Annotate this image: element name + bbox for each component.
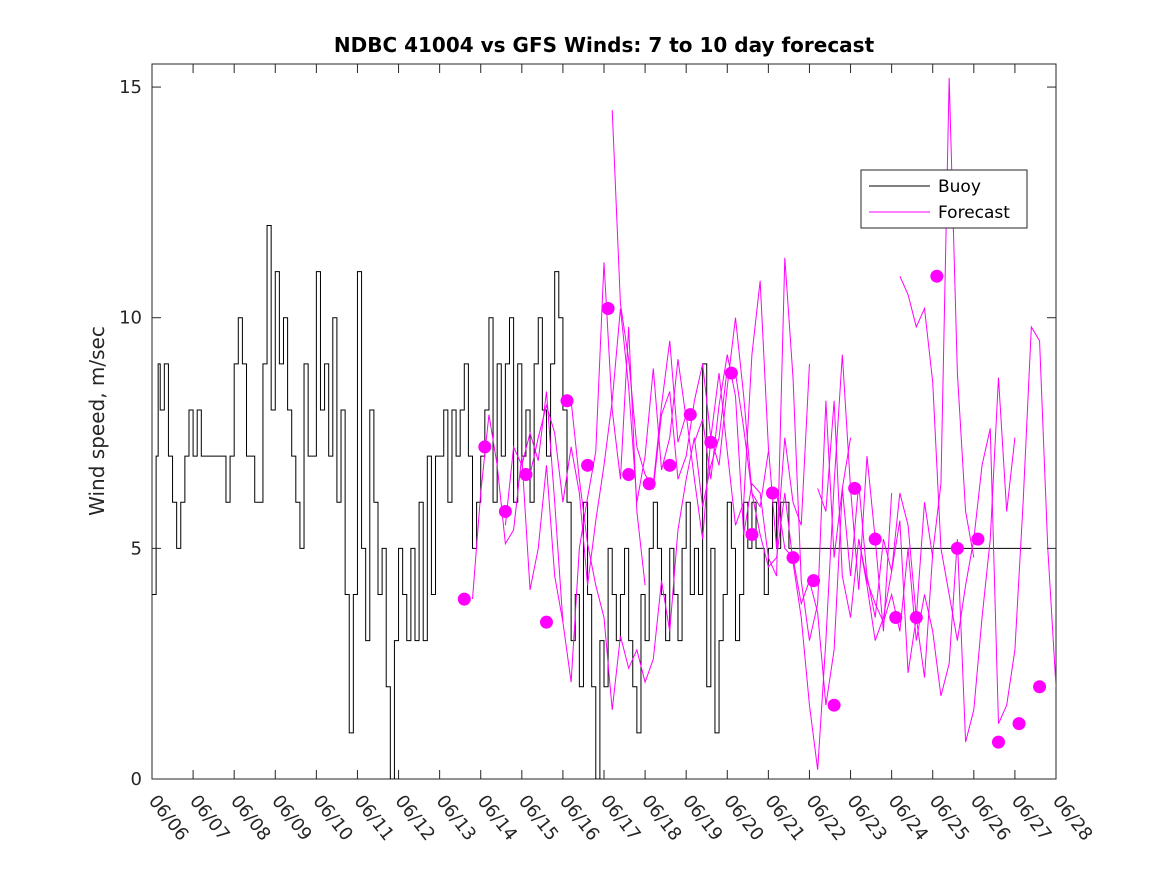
x-tick-label: 06/23 bbox=[843, 791, 891, 845]
forecast-marker bbox=[457, 592, 471, 606]
legend-box bbox=[860, 169, 1028, 229]
x-tick-label: 06/12 bbox=[391, 791, 439, 845]
x-tick-label: 06/16 bbox=[555, 791, 603, 845]
legend: Buoy Forecast bbox=[860, 169, 1028, 229]
forecast-marker bbox=[868, 532, 882, 546]
forecast-marker bbox=[745, 528, 759, 542]
x-tick-label: 06/17 bbox=[596, 791, 644, 845]
forecast-marker bbox=[1033, 680, 1047, 694]
x-tick-label: 06/19 bbox=[678, 791, 726, 845]
y-axis: 0 5 10 15 bbox=[119, 77, 1056, 790]
forecast-marker bbox=[827, 698, 841, 712]
x-tick-label: 06/08 bbox=[226, 791, 274, 845]
forecast-marker bbox=[848, 481, 862, 495]
legend-forecast-label: Forecast bbox=[938, 203, 1010, 223]
forecast-marker bbox=[950, 541, 964, 555]
forecast-line bbox=[570, 368, 728, 710]
forecast-line bbox=[504, 262, 646, 683]
forecast-line bbox=[817, 77, 975, 678]
forecast-marker bbox=[765, 486, 779, 500]
forecast-line bbox=[529, 308, 687, 586]
x-tick-label: 06/09 bbox=[267, 791, 315, 845]
forecast-marker bbox=[560, 394, 574, 408]
y-tick-label: 5 bbox=[131, 538, 142, 559]
forecast-line bbox=[472, 414, 564, 623]
x-tick-label: 06/07 bbox=[185, 791, 233, 845]
x-tick-label: 06/27 bbox=[1007, 791, 1055, 845]
legend-buoy-label: Buoy bbox=[938, 177, 981, 197]
forecast-marker bbox=[704, 435, 718, 449]
forecast-marker bbox=[581, 458, 595, 472]
forecast-line bbox=[776, 483, 934, 706]
x-tick-label: 06/18 bbox=[637, 791, 685, 845]
forecast-marker bbox=[498, 504, 512, 518]
forecast-marker bbox=[807, 574, 821, 588]
forecast-marker bbox=[683, 408, 697, 422]
x-tick-label: 06/06 bbox=[144, 791, 192, 845]
forecast-marker bbox=[786, 551, 800, 565]
y-tick-label: 10 bbox=[119, 308, 142, 329]
forecast-line bbox=[734, 354, 893, 770]
buoy-line bbox=[152, 224, 1032, 779]
forecast-marker bbox=[622, 468, 636, 482]
forecast-marker bbox=[889, 611, 903, 625]
forecast-marker bbox=[971, 532, 985, 546]
forecast-marker bbox=[478, 440, 492, 454]
forecast-marker bbox=[642, 477, 656, 491]
forecast-marker bbox=[601, 301, 615, 315]
x-tick-label: 06/11 bbox=[350, 791, 398, 845]
x-tick-label: 06/10 bbox=[308, 791, 356, 845]
forecast-marker bbox=[909, 611, 923, 625]
forecast-marker bbox=[539, 615, 553, 629]
forecast-marker bbox=[930, 269, 944, 283]
forecast-line bbox=[611, 110, 769, 509]
forecast-markers bbox=[457, 269, 1047, 749]
y-tick-label: 0 bbox=[131, 769, 142, 790]
x-tick-label: 06/28 bbox=[1048, 791, 1096, 845]
x-tick-label: 06/15 bbox=[514, 791, 562, 845]
x-tick-label: 06/14 bbox=[473, 791, 521, 845]
forecast-marker bbox=[1012, 717, 1026, 731]
forecast-line bbox=[693, 257, 852, 641]
chart-title: NDBC 41004 vs GFS Winds: 7 to 10 day for… bbox=[334, 33, 875, 57]
x-tick-label: 06/24 bbox=[884, 791, 932, 845]
forecast-marker bbox=[991, 735, 1005, 749]
x-tick-label: 06/22 bbox=[802, 791, 850, 845]
x-tick-label: 06/13 bbox=[432, 791, 480, 845]
forecast-line bbox=[858, 377, 1016, 743]
forecast-line bbox=[899, 275, 1056, 724]
x-tick-label: 06/25 bbox=[925, 791, 973, 845]
forecast-marker bbox=[724, 366, 738, 380]
y-axis-label: Wind speed, m/sec bbox=[85, 326, 109, 516]
x-tick-label: 06/26 bbox=[966, 791, 1014, 845]
forecast-series bbox=[472, 77, 1056, 770]
buoy-series bbox=[152, 224, 1032, 779]
y-tick-label: 15 bbox=[119, 77, 142, 98]
forecast-marker bbox=[663, 458, 677, 472]
x-tick-label: 06/20 bbox=[719, 791, 767, 845]
forecast-marker bbox=[519, 468, 533, 482]
forecast-line bbox=[652, 280, 810, 549]
x-tick-label: 06/21 bbox=[760, 791, 808, 845]
